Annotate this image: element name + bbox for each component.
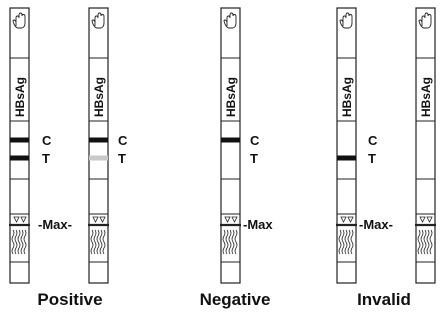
control-line — [10, 137, 29, 143]
max-label: -Max- — [38, 217, 72, 232]
down-triangle-icon — [419, 216, 433, 223]
test-strip: HBsAg — [336, 7, 357, 284]
test-label: T — [42, 151, 50, 166]
hand-icon — [339, 12, 353, 29]
hand-icon — [12, 12, 26, 29]
control-label: C — [368, 133, 378, 148]
hand-icon — [418, 12, 432, 29]
strip-label-hbsag: HBsAg — [224, 77, 238, 117]
strip-label-hbsag: HBsAg — [340, 77, 354, 117]
test-strip: HBsAg — [9, 7, 30, 284]
max-label: -Max — [243, 217, 273, 232]
test-strip: HBsAg — [220, 7, 241, 284]
caption-invalid: Invalid — [357, 290, 411, 309]
wave-icon — [11, 229, 27, 255]
test-label: T — [118, 151, 126, 166]
test-line — [89, 155, 108, 161]
control-line — [89, 137, 108, 143]
wave-icon — [90, 229, 106, 255]
test-strip: HBsAg — [88, 7, 109, 284]
test-strip: HBsAg — [415, 7, 436, 284]
max-label: -Max- — [359, 217, 393, 232]
control-line — [221, 137, 240, 143]
wave-icon — [222, 229, 238, 255]
test-label: T — [250, 151, 258, 166]
hand-icon — [91, 12, 105, 29]
control-label: C — [42, 133, 52, 148]
hand-icon — [223, 12, 237, 29]
strip-label-hbsag: HBsAg — [13, 77, 27, 117]
caption-positive: Positive — [37, 290, 103, 309]
test-label: T — [368, 151, 376, 166]
down-triangle-icon — [340, 216, 354, 223]
wave-icon — [338, 229, 354, 255]
control-label: C — [118, 133, 128, 148]
control-label: C — [250, 133, 260, 148]
down-triangle-icon — [92, 216, 106, 223]
strip-label-hbsag: HBsAg — [92, 77, 106, 117]
test-line — [10, 155, 29, 161]
caption-negative: Negative — [199, 290, 271, 309]
wave-icon — [417, 229, 433, 255]
test-line — [337, 155, 356, 161]
down-triangle-icon — [13, 216, 27, 223]
down-triangle-icon — [224, 216, 238, 223]
strip-label-hbsag: HBsAg — [419, 77, 433, 117]
